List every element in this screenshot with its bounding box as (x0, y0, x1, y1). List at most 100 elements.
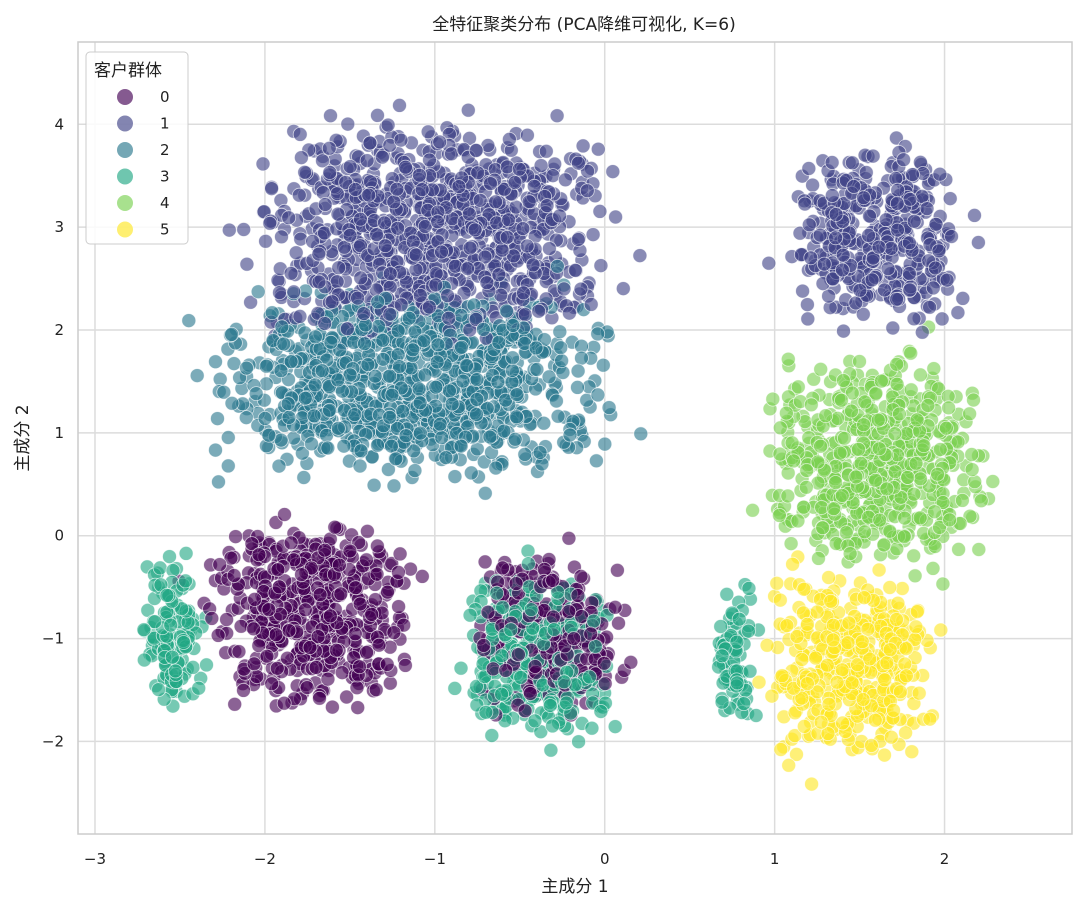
scatter-point-group-5 (841, 615, 857, 631)
scatter-point-group-1 (292, 308, 308, 324)
scatter-point-group-5 (835, 715, 850, 731)
scatter-point-group-0 (359, 552, 374, 568)
scatter-point-group-2 (430, 337, 446, 353)
scatter-point-group-0 (268, 627, 284, 643)
scatter-point-group-2 (248, 386, 264, 402)
scatter-point-group-1 (858, 165, 874, 180)
y-axis-title: 主成分 2 (13, 404, 33, 471)
scatter-point-group-4 (828, 475, 843, 490)
scatter-point-group-2 (353, 443, 369, 459)
scatter-point-group-3 (607, 719, 623, 734)
scatter-point-group-1 (861, 227, 876, 243)
scatter-point-group-3 (742, 663, 758, 679)
scatter-point-group-5 (877, 747, 892, 763)
scatter-point-group-0 (347, 626, 363, 642)
scatter-point-group-2 (412, 425, 428, 441)
legend-label: 5 (160, 221, 170, 239)
scatter-point-group-2 (210, 411, 225, 427)
scatter-point-group-2 (411, 381, 427, 397)
scatter-point-group-1 (322, 164, 338, 180)
scatter-point-group-0 (277, 507, 292, 522)
scatter-point-group-1 (835, 247, 851, 263)
scatter-point-group-1 (880, 261, 896, 277)
scatter-point-group-3 (748, 708, 764, 723)
scatter-point-group-2 (360, 357, 376, 373)
scatter-point-group-0 (480, 604, 496, 620)
scatter-point-group-4 (765, 391, 781, 407)
scatter-point-group-4 (887, 464, 903, 480)
scatter-point-group-1 (255, 156, 271, 172)
scatter-point-group-1 (592, 203, 608, 219)
scatter-point-group-5 (904, 744, 920, 760)
scatter-point-group-3 (167, 663, 183, 679)
scatter-point-group-4 (798, 479, 814, 495)
scatter-point-group-1 (362, 135, 378, 151)
scatter-point-group-1 (567, 262, 583, 278)
scatter-point-group-1 (330, 206, 346, 222)
scatter-point-group-1 (432, 134, 448, 150)
scatter-point-group-2 (536, 415, 552, 431)
scatter-point-group-3 (571, 734, 586, 750)
scatter-point-group-4 (896, 529, 912, 545)
scatter-point-group-2 (469, 392, 485, 407)
scatter-point-group-2 (208, 354, 223, 370)
scatter-point-group-2 (509, 409, 524, 425)
scatter-point-group-0 (324, 699, 340, 715)
scatter-point-group-1 (585, 227, 601, 243)
scatter-point-group-1 (377, 238, 393, 254)
scatter-point-group-1 (460, 261, 476, 277)
scatter-point-group-2 (507, 431, 523, 447)
scatter-point-group-5 (882, 580, 898, 595)
y-tick-label: 4 (54, 115, 64, 133)
scatter-point-group-1 (291, 187, 307, 203)
scatter-point-group-4 (780, 488, 796, 504)
scatter-point-group-1 (393, 132, 409, 148)
scatter-point-group-2 (336, 438, 352, 454)
scatter-point-group-5 (774, 668, 790, 684)
scatter-point-group-3 (151, 682, 167, 697)
scatter-point-group-5 (808, 650, 823, 666)
scatter-point-group-2 (469, 407, 484, 422)
scatter-point-group-1 (519, 238, 535, 254)
scatter-point-group-1 (377, 215, 392, 231)
scatter-point-group-5 (800, 616, 815, 632)
scatter-point-group-1 (297, 164, 313, 180)
scatter-point-group-4 (906, 486, 922, 502)
scatter-point-group-4 (796, 499, 811, 515)
scatter-point-group-2 (382, 368, 398, 384)
scatter-point-group-1 (862, 208, 877, 224)
scatter-point-group-1 (412, 167, 427, 183)
scatter-point-group-2 (488, 460, 504, 476)
scatter-point-group-4 (871, 441, 887, 457)
scatter-point-group-1 (329, 274, 345, 290)
scatter-point-group-3 (545, 718, 560, 734)
scatter-point-group-1 (971, 235, 986, 250)
legend-label: 4 (160, 194, 170, 212)
scatter-point-group-1 (272, 285, 287, 301)
scatter-point-group-0 (261, 602, 277, 617)
scatter-point-group-1 (517, 307, 533, 323)
scatter-point-group-5 (769, 575, 785, 591)
scatter-point-group-0 (299, 680, 315, 695)
scatter-point-group-1 (361, 187, 377, 203)
scatter-point-group-5 (821, 570, 836, 585)
scatter-point-group-2 (395, 403, 411, 419)
scatter-point-group-5 (933, 622, 949, 638)
scatter-point-group-1 (800, 297, 815, 313)
scatter-point-group-1 (479, 275, 495, 291)
scatter-point-group-4 (779, 405, 794, 421)
scatter-point-group-1 (430, 214, 446, 230)
scatter-point-group-5 (854, 634, 870, 650)
scatter-point-group-2 (633, 426, 649, 442)
scatter-point-group-0 (573, 569, 589, 584)
scatter-point-group-1 (412, 287, 428, 303)
scatter-point-group-2 (552, 324, 568, 340)
scatter-point-group-2 (442, 383, 457, 399)
scatter-point-group-4 (889, 356, 905, 372)
scatter-point-group-0 (312, 587, 328, 603)
scatter-point-group-3 (478, 704, 494, 720)
scatter-point-group-2 (273, 363, 289, 379)
x-tick-label: −1 (424, 850, 446, 868)
scatter-point-group-1 (350, 290, 366, 306)
